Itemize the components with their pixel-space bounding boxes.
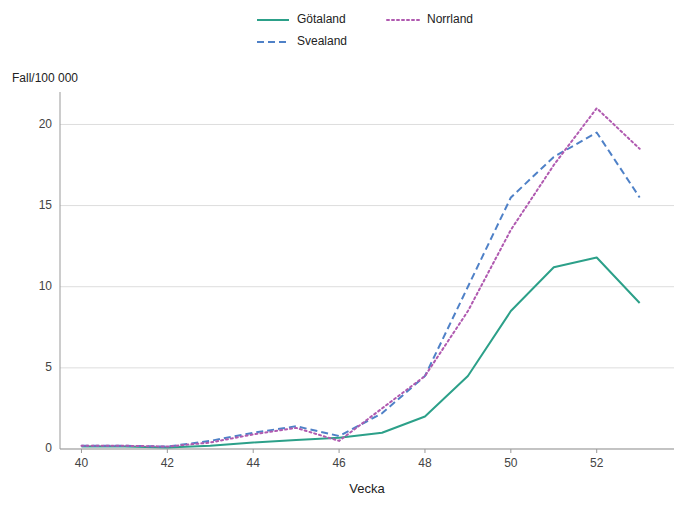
x-tick-label: 46 [332, 456, 346, 470]
grid-line [60, 205, 674, 206]
x-tick [253, 449, 254, 453]
grid-line [60, 124, 674, 125]
y-tick-label: 15 [39, 198, 53, 212]
series-line [81, 133, 639, 447]
x-axis-label: Vecka [349, 481, 385, 496]
x-axis-line [60, 449, 674, 450]
y-tick-label: 20 [39, 117, 53, 131]
legend: Götaland Svealand Norrland [257, 12, 473, 48]
x-tick [339, 449, 340, 453]
y-axis-label: Fall/100 000 [12, 71, 78, 85]
grid-line [60, 367, 674, 368]
lines [81, 108, 639, 447]
background [0, 0, 698, 507]
legend-swatch [257, 41, 289, 43]
x-tick-label: 44 [247, 456, 261, 470]
x-tick-label: 52 [590, 456, 604, 470]
legend-label: Norrland [427, 12, 473, 26]
y-tick-label: 0 [45, 441, 52, 455]
x-tick [167, 449, 168, 453]
x-tick [424, 449, 425, 453]
chart-svg: 0 5 10 15 20 40 42 44 46 48 50 52 Vecka Fall/100 000 G… [0, 0, 698, 507]
legend-swatch [387, 19, 419, 21]
x-tick [510, 449, 511, 453]
y-axis-line [60, 92, 61, 449]
legend-label: Götaland [297, 12, 346, 26]
series-line [81, 258, 639, 448]
grid-line [60, 286, 674, 287]
y-tick-label: 5 [45, 360, 52, 374]
x-tick-label: 48 [418, 456, 432, 470]
x-tick-label: 42 [161, 456, 175, 470]
y-tick-label: 10 [39, 279, 53, 293]
grid-line [60, 449, 674, 450]
legend-swatch [257, 19, 289, 21]
legend-label: Svealand [297, 34, 347, 48]
x-tick [596, 449, 597, 453]
chart-container: 0 5 10 15 20 40 42 44 46 48 50 52 Vecka Fall/100 000 G… [0, 0, 698, 507]
y-grid [60, 124, 674, 449]
series-line [81, 108, 639, 446]
x-tick-label: 50 [504, 456, 518, 470]
x-tick-label: 40 [75, 456, 89, 470]
x-tick [81, 449, 82, 453]
